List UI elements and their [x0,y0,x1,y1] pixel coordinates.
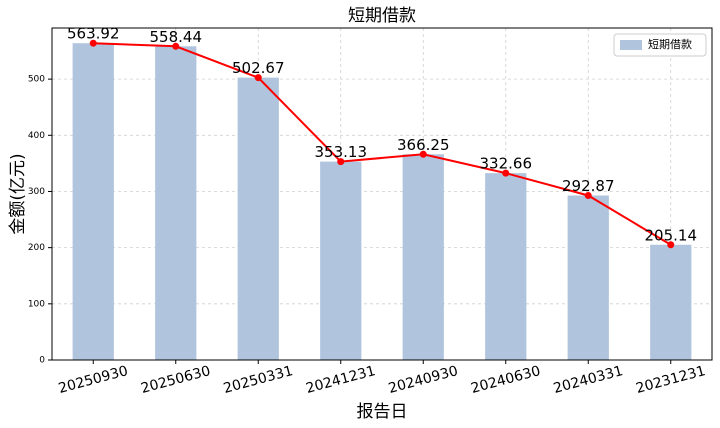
line-point [337,158,345,166]
y-tick-label: 500 [28,75,45,85]
line-point [419,150,427,158]
value-label: 205.14 [645,226,698,244]
value-label: 292.87 [562,177,615,195]
bar [485,173,527,360]
bar [402,154,444,360]
x-tick-label: 20250331 [222,363,295,397]
x-tick-label: 20240630 [469,363,542,397]
value-label: 332.66 [480,155,533,173]
line-point [584,191,592,199]
line-point [667,241,675,249]
y-tick-label: 300 [28,187,45,197]
x-tick-label: 20241231 [304,363,377,397]
bar [237,77,279,360]
chart-title: 短期借款 [348,6,416,26]
line-point [254,74,262,82]
legend-label: 短期借款 [648,37,692,51]
x-tick-label: 20240930 [387,363,460,397]
x-tick-label: 20240331 [552,363,625,397]
bar [72,43,114,360]
line-point [172,42,180,50]
value-label: 502.67 [232,59,285,77]
plot-frame [51,27,713,361]
y-tick-label: 200 [28,243,45,253]
line-point [502,169,510,177]
x-tick-label: 20250930 [57,363,130,397]
value-label: 366.25 [397,136,450,154]
x-tick-label: 20231231 [634,363,707,397]
y-tick-label: 100 [28,299,45,309]
legend-swatch [620,40,642,50]
legend-box [613,33,707,57]
value-label: 563.92 [67,25,120,43]
y-tick-label: 0 [39,356,45,366]
y-axis-label: 金额(亿元) [8,153,28,234]
line-point [89,39,97,47]
bar [155,46,197,361]
value-label: 558.44 [150,28,203,46]
trend-line [93,42,672,246]
x-tick-label: 20250630 [139,363,212,397]
x-axis-label: 报告日 [357,402,408,422]
value-label: 353.13 [315,143,368,161]
y-tick-label: 400 [28,131,45,141]
bar [567,195,609,360]
bar [650,244,692,360]
bar [320,161,362,360]
